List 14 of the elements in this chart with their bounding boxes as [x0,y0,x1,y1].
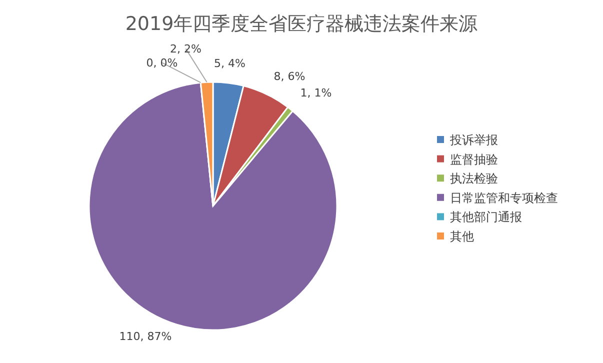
legend-label: 其他 [450,230,474,244]
legend-label: 投诉举报 [449,133,498,147]
data-label: 2, 2% [170,42,202,56]
legend-label: 日常监管和专项检查 [450,190,558,205]
legend-label: 监督抽验 [450,152,498,166]
chart-title: 2019年四季度全省医疗器械违法案件来源 [125,13,478,35]
data-label: 5, 4% [214,57,246,70]
pie-slice [88,82,338,331]
data-label: 8, 6% [274,70,306,83]
legend-label: 其他部门通报 [450,210,522,224]
data-label: 110, 87% [119,330,172,343]
text: 0, 0% [146,56,178,70]
legend-label: 执法检验 [450,172,498,186]
data-label: 1, 1% [300,86,332,100]
